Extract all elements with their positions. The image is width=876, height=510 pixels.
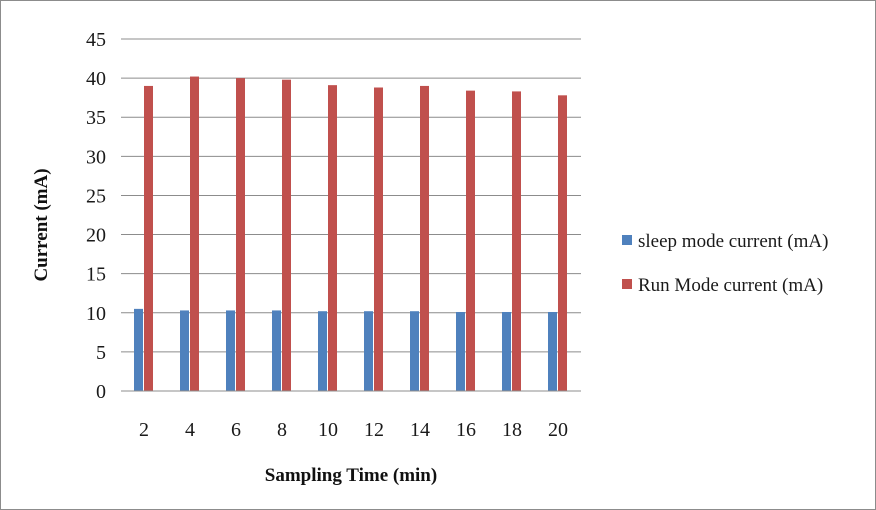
bar-run-2 [144, 85, 153, 391]
legend-swatch-sleep [622, 235, 632, 245]
y-tick-label: 25 [86, 185, 106, 207]
bar-run-14 [420, 85, 429, 391]
x-tick-labels: 2 4 6 8 10 12 14 16 18 20 [139, 419, 568, 441]
bar-run-10 [328, 85, 337, 391]
y-tick-labels: 0 5 10 15 20 25 30 35 40 45 [86, 29, 106, 403]
bar-run-18 [512, 91, 521, 392]
bar-sleep-14 [410, 311, 419, 391]
bar-run-16 [466, 90, 475, 392]
bar-sleep-6 [226, 310, 235, 391]
legend-label-run: Run Mode current (mA) [638, 275, 823, 296]
legend-swatch-run [622, 279, 632, 289]
bar-run-4 [190, 76, 199, 392]
y-tick-label: 45 [86, 29, 106, 51]
x-tick-label: 10 [318, 419, 338, 441]
x-tick-label: 20 [548, 419, 568, 441]
bar-run-6 [236, 78, 245, 391]
y-tick-label: 15 [86, 264, 106, 286]
x-tick-label: 2 [139, 419, 149, 441]
legend: sleep mode current (mA) Run Mode current… [622, 231, 828, 296]
y-tick-label: 35 [86, 107, 106, 129]
bar-sleep-12 [364, 311, 373, 391]
x-axis-title: Sampling Time (min) [265, 465, 437, 486]
y-tick-label: 40 [86, 68, 106, 90]
bar-run-20 [558, 95, 567, 391]
bars [134, 76, 567, 392]
legend-label-sleep: sleep mode current (mA) [638, 231, 828, 252]
x-tick-label: 8 [277, 419, 287, 441]
y-tick-label: 0 [96, 381, 106, 403]
bar-sleep-8 [272, 310, 281, 391]
x-tick-label: 16 [456, 419, 476, 441]
y-tick-label: 10 [86, 303, 106, 325]
x-tick-label: 6 [231, 419, 241, 441]
y-tick-label: 5 [96, 342, 106, 364]
bar-sleep-18 [502, 311, 511, 391]
x-tick-label: 18 [502, 419, 522, 441]
bar-sleep-16 [456, 311, 465, 391]
bar-run-8 [282, 79, 291, 392]
x-tick-label: 14 [410, 419, 430, 441]
bar-sleep-2 [134, 308, 143, 391]
y-axis-title: Current (mA) [31, 168, 52, 281]
bar-sleep-4 [180, 310, 189, 391]
bar-run-12 [374, 87, 383, 392]
x-tick-label: 12 [364, 419, 384, 441]
bar-sleep-20 [548, 311, 557, 391]
y-tick-label: 30 [86, 146, 106, 168]
y-tick-label: 20 [86, 225, 106, 247]
x-tick-label: 4 [185, 419, 195, 441]
bar-sleep-10 [318, 311, 327, 391]
